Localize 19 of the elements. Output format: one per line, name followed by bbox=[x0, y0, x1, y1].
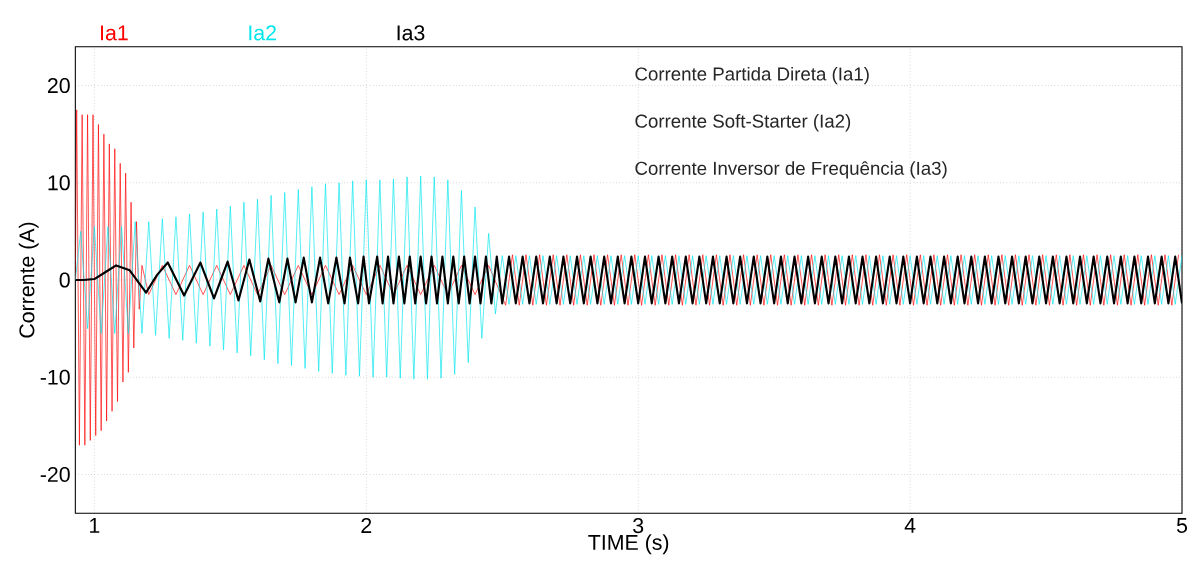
y-tick-label: -10 bbox=[40, 369, 70, 385]
y-tick-label: -20 bbox=[40, 466, 70, 482]
x-tick-label: 3 bbox=[633, 518, 644, 534]
y-tick-label: 0 bbox=[59, 272, 70, 288]
annotation: Corrente Inversor de Frequência (Ia3) bbox=[635, 161, 947, 179]
x-axis-title: TIME (s) bbox=[588, 534, 669, 555]
x-tick-label: 2 bbox=[361, 518, 372, 533]
x-tick-label: 5 bbox=[1176, 518, 1188, 533]
text: Ia2 bbox=[249, 25, 276, 41]
text: Ia3 bbox=[397, 25, 425, 41]
x-tick-label: 1 bbox=[90, 518, 100, 533]
annotation: Corrente Soft-Starter (Ia2) bbox=[635, 114, 851, 132]
text: Ia1 bbox=[101, 25, 128, 41]
line-series bbox=[75, 109, 1179, 446]
x-tick-label: 4 bbox=[904, 518, 916, 533]
annotation: Corrente Partida Direta (Ia1) bbox=[635, 66, 869, 85]
y-tick-label: 20 bbox=[47, 78, 70, 94]
y-axis-title: Corrente (A) bbox=[18, 222, 39, 338]
y-tick-label: 10 bbox=[48, 175, 70, 191]
